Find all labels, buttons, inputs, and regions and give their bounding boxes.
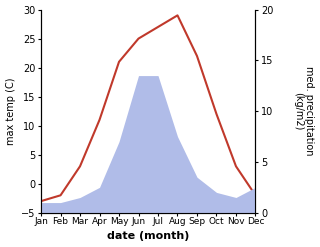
X-axis label: date (month): date (month) [107,231,189,242]
Y-axis label: med. precipitation
(kg/m2): med. precipitation (kg/m2) [293,66,315,156]
Y-axis label: max temp (C): max temp (C) [5,77,16,145]
